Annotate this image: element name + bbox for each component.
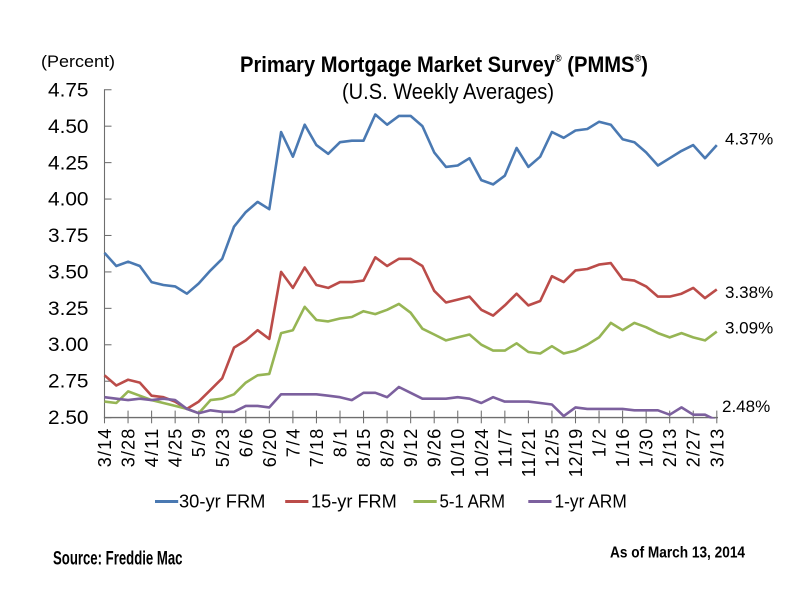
svg-text:1/30: 1/30 <box>637 429 657 468</box>
svg-text:15-yr FRM: 15-yr FRM <box>311 492 397 512</box>
svg-text:6/6: 6/6 <box>236 429 256 458</box>
svg-text:2.50: 2.50 <box>48 408 89 429</box>
svg-text:12/5: 12/5 <box>542 429 562 468</box>
svg-text:1/16: 1/16 <box>613 429 633 468</box>
svg-text:8/1: 8/1 <box>331 429 351 458</box>
svg-text:Primary Mortgage Market Survey: Primary Mortgage Market Survey® (PMMS®) <box>240 52 648 77</box>
svg-text:3.25: 3.25 <box>48 299 89 320</box>
svg-text:9/26: 9/26 <box>425 429 445 468</box>
svg-text:11/21: 11/21 <box>519 429 539 478</box>
svg-text:3.09%: 3.09% <box>725 318 773 337</box>
svg-text:4/25: 4/25 <box>166 429 186 468</box>
svg-text:4.50: 4.50 <box>48 117 89 138</box>
svg-text:3/13: 3/13 <box>707 429 727 468</box>
svg-text:5-1 ARM: 5-1 ARM <box>440 492 506 512</box>
svg-text:30-yr FRM: 30-yr FRM <box>179 492 265 512</box>
svg-text:1-yr ARM: 1-yr ARM <box>555 492 627 512</box>
svg-text:2/13: 2/13 <box>660 429 680 468</box>
svg-text:11/7: 11/7 <box>495 429 515 468</box>
svg-text:(U.S. Weekly Averages): (U.S. Weekly Averages) <box>342 79 554 104</box>
svg-text:10/10: 10/10 <box>448 429 468 478</box>
svg-text:10/24: 10/24 <box>472 429 492 478</box>
svg-text:2.48%: 2.48% <box>722 397 770 416</box>
svg-text:4.00: 4.00 <box>48 190 89 211</box>
svg-text:(Percent): (Percent) <box>41 52 115 71</box>
svg-text:6/20: 6/20 <box>260 429 280 468</box>
svg-text:9/12: 9/12 <box>401 429 421 468</box>
svg-text:4.75: 4.75 <box>48 81 89 102</box>
svg-text:2.75: 2.75 <box>48 372 89 393</box>
svg-text:3.75: 3.75 <box>48 226 89 247</box>
svg-text:3.50: 3.50 <box>48 262 89 283</box>
svg-text:8/15: 8/15 <box>354 429 374 468</box>
svg-text:As of March 13, 2014: As of March 13, 2014 <box>610 544 745 561</box>
svg-text:7/4: 7/4 <box>283 429 303 458</box>
svg-text:3.38%: 3.38% <box>725 283 773 302</box>
svg-text:3/28: 3/28 <box>119 429 139 468</box>
svg-text:4.37%: 4.37% <box>725 130 773 149</box>
svg-text:4/11: 4/11 <box>142 429 162 468</box>
svg-text:1/2: 1/2 <box>590 429 610 458</box>
svg-text:12/19: 12/19 <box>566 429 586 478</box>
svg-text:7/18: 7/18 <box>307 429 327 468</box>
svg-text:5/23: 5/23 <box>213 429 233 468</box>
svg-text:8/29: 8/29 <box>378 429 398 468</box>
svg-text:5/9: 5/9 <box>189 429 209 458</box>
svg-text:4.25: 4.25 <box>48 153 89 174</box>
svg-text:Source: Freddie Mac: Source: Freddie Mac <box>53 549 183 570</box>
svg-text:3/14: 3/14 <box>95 429 115 468</box>
svg-text:2/27: 2/27 <box>684 429 704 468</box>
svg-text:3.00: 3.00 <box>48 335 89 356</box>
